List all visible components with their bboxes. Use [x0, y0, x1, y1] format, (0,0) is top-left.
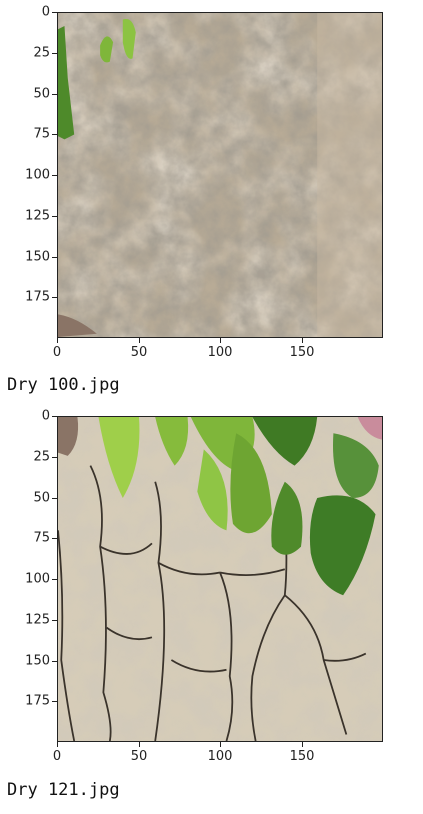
- y-tick-label: 25: [33, 45, 50, 61]
- x-tick: [57, 338, 58, 343]
- y-tick-label: 75: [33, 530, 50, 546]
- y-tick: [52, 538, 57, 539]
- y-tick: [52, 216, 57, 217]
- y-tick: [52, 701, 57, 702]
- x-tick-label: 50: [130, 749, 148, 764]
- y-tick-label: 25: [33, 449, 50, 465]
- output-caption-2: Dry 121.jpg: [7, 780, 120, 800]
- x-tick-label: 0: [52, 749, 62, 764]
- y-tick-label: 175: [25, 693, 50, 709]
- y-tick: [52, 457, 57, 458]
- y-tick-label: 100: [25, 571, 50, 587]
- y-tick: [52, 94, 57, 95]
- y-tick: [52, 134, 57, 135]
- y-tick-label: 150: [25, 653, 50, 669]
- y-tick: [52, 579, 57, 580]
- x-tick: [220, 742, 221, 747]
- y-tick: [52, 175, 57, 176]
- x-tick-label: 150: [289, 749, 315, 764]
- y-tick-label: 175: [25, 289, 50, 305]
- output-caption-1: Dry 100.jpg: [7, 375, 120, 395]
- x-tick: [302, 338, 303, 343]
- x-tick-label: 150: [289, 345, 315, 360]
- y-tick: [52, 498, 57, 499]
- y-tick: [52, 53, 57, 54]
- x-tick: [302, 742, 303, 747]
- y-tick-label: 0: [41, 4, 50, 20]
- y-tick-label: 125: [25, 612, 50, 628]
- x-tick-label: 100: [207, 749, 233, 764]
- y-tick-label: 50: [33, 86, 50, 102]
- x-tick-label: 50: [130, 345, 148, 360]
- image-plot-1: 0 25 50 75 100 125 150 175 0 50 100 150: [0, 0, 423, 370]
- y-tick-label: 75: [33, 126, 50, 142]
- x-tick: [139, 742, 140, 747]
- image-plot-2: 0 25 50 75 100 125 150 175 0 50 100 150: [0, 404, 423, 774]
- y-tick-label: 100: [25, 167, 50, 183]
- y-tick: [52, 257, 57, 258]
- y-tick-label: 0: [41, 408, 50, 424]
- x-tick: [139, 338, 140, 343]
- cracked-soil-photo-icon: [58, 417, 382, 741]
- y-tick: [52, 12, 57, 13]
- y-tick: [52, 297, 57, 298]
- x-tick-label: 0: [52, 345, 62, 360]
- y-tick: [52, 620, 57, 621]
- y-tick-label: 150: [25, 249, 50, 265]
- y-tick: [52, 416, 57, 417]
- soil-image-1: [57, 12, 383, 338]
- soil-photo-icon: [58, 13, 382, 337]
- x-tick: [220, 338, 221, 343]
- x-tick: [57, 742, 58, 747]
- x-tick-label: 100: [207, 345, 233, 360]
- y-tick-label: 125: [25, 208, 50, 224]
- y-tick: [52, 661, 57, 662]
- soil-image-2: [57, 416, 383, 742]
- y-tick-label: 50: [33, 490, 50, 506]
